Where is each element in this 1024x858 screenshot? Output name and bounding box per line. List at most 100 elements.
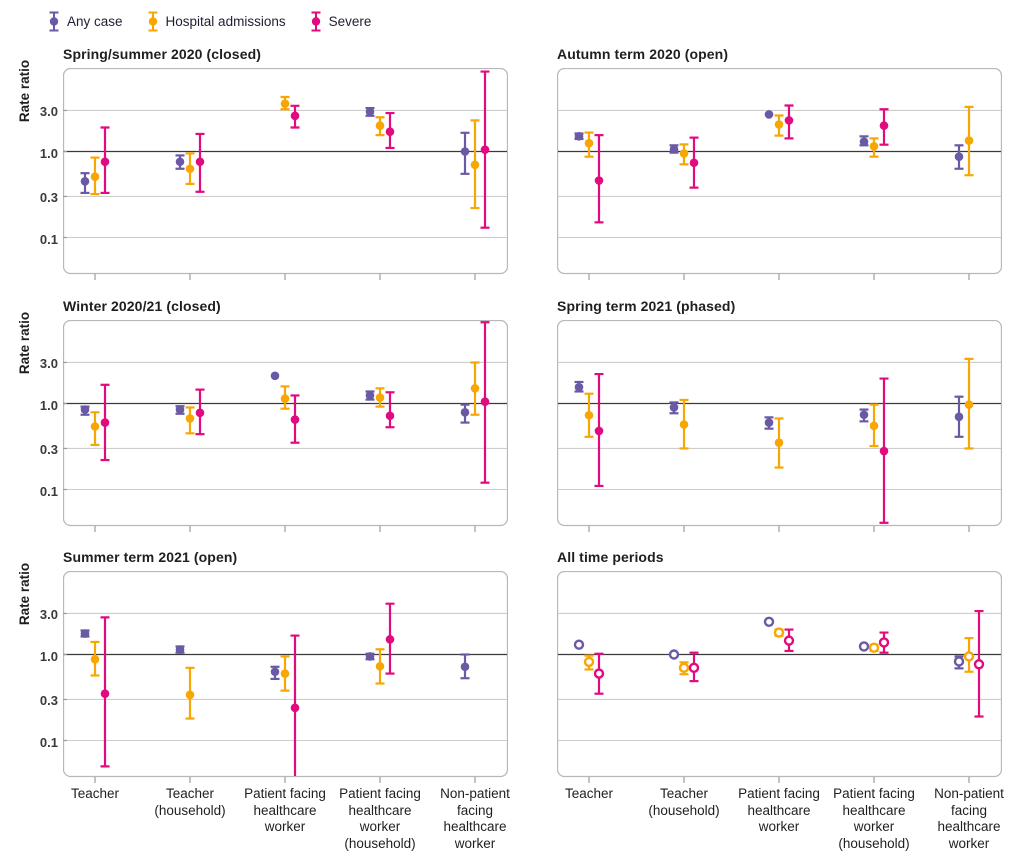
data-point-severe <box>480 145 490 154</box>
data-point-hospital-admissions <box>375 661 385 671</box>
data-point-any-case <box>859 137 869 147</box>
y-tick-label: 0.3 <box>39 190 58 206</box>
panel-border <box>62 319 509 527</box>
legend-label: Any case <box>67 14 123 29</box>
data-point-hospital-admissions <box>679 149 689 158</box>
panel-border <box>556 570 1003 778</box>
data-point-any-case <box>763 616 775 628</box>
data-point-hospital-admissions <box>185 414 195 423</box>
data-point-any-case <box>175 157 185 167</box>
category-label: Non-patient facing healthcare worker <box>934 786 1004 852</box>
data-point-hospital-admissions <box>280 394 290 403</box>
legend-errorbar-marker-icon <box>311 11 321 32</box>
legend-label: Severe <box>328 14 372 29</box>
y-tick-label: 0.3 <box>39 442 58 458</box>
data-point-any-case <box>270 371 280 381</box>
data-point-any-case <box>80 177 90 186</box>
data-point-severe <box>689 158 699 168</box>
plot-svg <box>556 319 1003 532</box>
category-label: Patient facing healthcare worker <box>244 786 326 835</box>
y-tick-label: 0.1 <box>39 231 58 247</box>
panel-border <box>62 67 509 275</box>
data-point-severe <box>195 157 205 167</box>
category-label: Teacher (household) <box>154 786 226 818</box>
panel-title: Winter 2020/21 (closed) <box>63 298 221 314</box>
category-label: Teacher <box>564 786 614 801</box>
data-point-any-case <box>365 652 375 661</box>
data-point-hospital-admissions <box>470 160 480 170</box>
data-point-severe <box>879 446 889 456</box>
data-point-hospital-admissions <box>185 164 195 174</box>
data-point-any-case <box>573 639 585 650</box>
data-point-any-case <box>365 391 375 400</box>
category-label: Non-patient facing healthcare worker <box>440 786 510 852</box>
data-point-severe <box>688 662 700 674</box>
data-point-any-case <box>80 405 90 414</box>
data-point-hospital-admissions <box>964 136 974 145</box>
data-point-severe <box>100 157 110 167</box>
panel-title: Autumn term 2020 (open) <box>557 46 729 62</box>
panel-title: All time periods <box>557 549 664 565</box>
data-point-hospital-admissions <box>584 410 594 420</box>
data-point-any-case <box>270 667 280 677</box>
data-point-hospital-admissions <box>280 99 290 108</box>
data-point-any-case <box>460 662 470 672</box>
data-point-any-case <box>954 412 964 422</box>
data-point-severe <box>290 111 300 121</box>
legend-item-2: Severe <box>310 10 372 33</box>
legend-errorbar-marker-icon <box>49 11 59 32</box>
data-point-severe <box>594 426 604 436</box>
data-point-any-case <box>460 147 470 156</box>
data-point-severe <box>480 397 490 406</box>
data-point-any-case <box>859 410 869 420</box>
data-point-hospital-admissions <box>869 141 879 151</box>
data-point-severe <box>195 408 205 418</box>
data-point-any-case <box>669 403 679 412</box>
y-tick-label: 1.0 <box>39 145 58 161</box>
data-point-severe <box>593 668 605 679</box>
panel-2: Winter 2020/21 (closed) <box>62 298 509 540</box>
plot-svg <box>556 67 1003 280</box>
panel-1: Autumn term 2020 (open) <box>556 46 1003 288</box>
data-point-hospital-admissions <box>90 654 100 664</box>
data-point-any-case <box>669 145 679 154</box>
data-point-hospital-admissions <box>280 669 290 678</box>
data-point-hospital-admissions <box>964 400 974 409</box>
legend-errorbar-marker-icon <box>148 11 158 32</box>
data-point-severe <box>290 703 300 713</box>
data-point-any-case <box>460 408 470 417</box>
data-point-hospital-admissions <box>679 420 689 429</box>
y-tick-label: 3.0 <box>39 356 58 372</box>
y-tick-label: 1.0 <box>39 397 58 413</box>
data-point-hospital-admissions <box>963 651 975 662</box>
panel-0: Spring/summer 2020 (closed) <box>62 46 509 288</box>
data-point-any-case <box>175 645 185 654</box>
data-point-hospital-admissions <box>90 422 100 431</box>
data-point-hospital-admissions <box>774 120 784 129</box>
data-point-hospital-admissions <box>868 642 880 653</box>
data-point-hospital-admissions <box>583 656 595 668</box>
legend-item-0: Any case <box>48 10 123 33</box>
data-point-any-case <box>365 107 375 117</box>
data-point-hospital-admissions <box>773 627 785 638</box>
data-point-severe <box>385 127 395 136</box>
y-tick-label: 0.3 <box>39 693 58 709</box>
data-point-hospital-admissions <box>470 384 480 393</box>
plot-svg <box>556 570 1003 783</box>
plot-svg <box>62 570 509 783</box>
plot-svg <box>62 319 509 532</box>
data-point-severe <box>100 689 110 699</box>
data-point-hospital-admissions <box>375 393 385 402</box>
data-point-hospital-admissions <box>90 172 100 181</box>
data-point-severe <box>783 635 795 646</box>
category-label: Patient facing healthcare worker (househ… <box>339 786 421 852</box>
legend-label: Hospital admissions <box>165 14 286 29</box>
data-point-any-case <box>764 110 774 119</box>
data-point-any-case <box>953 656 965 667</box>
panel-title: Spring/summer 2020 (closed) <box>63 46 261 62</box>
y-tick-label: 3.0 <box>39 104 58 120</box>
panel-3: Spring term 2021 (phased) <box>556 298 1003 540</box>
y-tick-label: 3.0 <box>39 607 58 623</box>
panel-5: All time periods <box>556 549 1003 791</box>
